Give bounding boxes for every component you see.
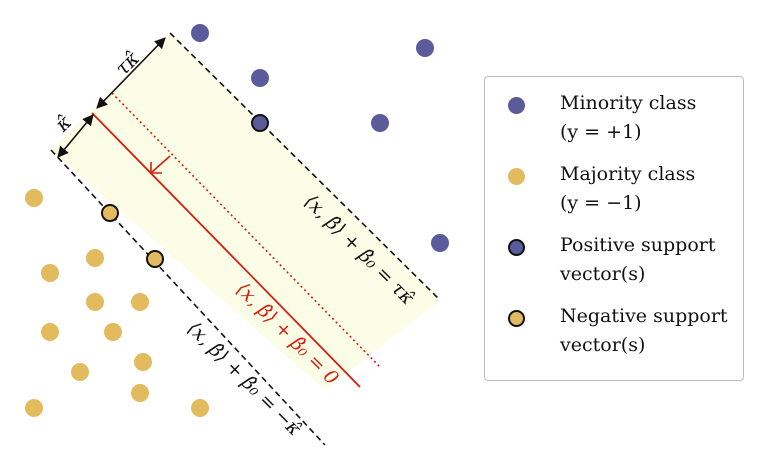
legend-label-line1: Minority class [560,92,697,114]
legend-label-line2: (y = +1) [560,121,642,143]
minority-point [416,39,434,57]
positive-support-vector [251,114,269,132]
minority-marker [508,97,525,114]
legend-label: Minority class (y = +1) [560,89,740,147]
decision-hyperplane [91,112,361,388]
majority-point [25,399,43,417]
negative-support-vector [146,250,164,268]
majority-point [134,353,152,371]
legend-label-line1: Negative support [560,305,728,327]
majority-point [131,384,149,402]
shifted-hyperplane-dotted [111,92,381,368]
margin-band [51,33,440,390]
upper-margin-line [169,32,441,301]
majority-point [86,293,104,311]
majority-point [41,323,59,341]
legend: Minority class (y = +1) Majority class (… [484,76,744,381]
minority-point [371,114,389,132]
majority-point [86,249,104,267]
legend-label-line2: (y = −1) [560,192,642,214]
lower-margin-line [50,149,326,446]
legend-label-line1: Majority class [560,163,696,185]
legend-label: Positive support vector(s) [560,231,740,289]
legend-label-line1: Positive support [560,234,716,256]
legend-label: Negative support vector(s) [560,302,740,360]
majority-point [191,399,209,417]
majority-point [41,264,59,282]
majority-point [25,189,43,207]
majority-point [71,363,89,381]
minority-point [251,69,269,87]
minority-point [431,234,449,252]
minority-points [191,24,449,252]
negative-support-vector [101,204,119,222]
legend-label-line2: vector(s) [560,334,646,356]
negative-sv-marker [508,310,525,327]
tau-kappa-arrow [96,37,166,109]
positive-sv-marker [508,239,525,256]
kappa-arrow [57,114,94,158]
legend-label-line2: vector(s) [560,263,646,285]
majority-points [25,189,209,417]
minority-point [191,24,209,42]
majority-point [104,323,122,341]
majority-point [131,293,149,311]
majority-marker [508,168,525,185]
legend-label: Majority class (y = −1) [560,160,740,218]
shift-arrow [150,155,171,174]
